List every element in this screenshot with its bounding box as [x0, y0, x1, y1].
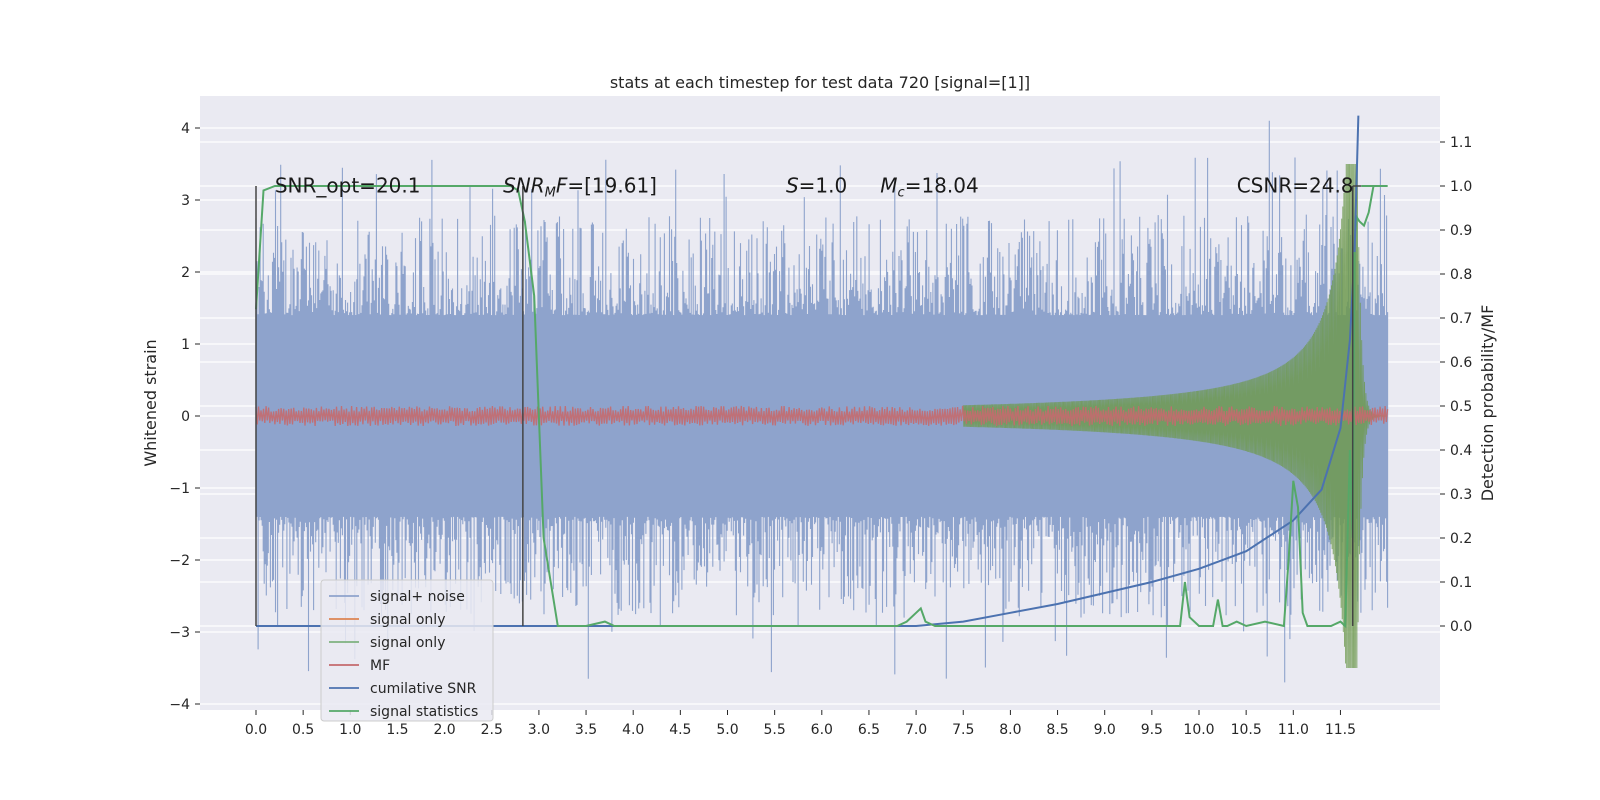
x-tick-label: 1.5: [386, 722, 408, 738]
legend-label: cumilative SNR: [370, 681, 477, 697]
y-tick-label-right: 0.7: [1450, 311, 1472, 327]
x-tick-label: 3.5: [575, 722, 597, 738]
x-tick-label: 11.0: [1278, 722, 1309, 738]
x-tick-label: 2.0: [433, 722, 455, 738]
y-tick-label-right: 0.1: [1450, 575, 1472, 591]
legend-label: signal only: [370, 635, 445, 651]
vertical-markers: [255, 185, 1388, 626]
annotations: SNR_opt=20.1 SNRMF=[19.61] S=1.0 Mc=18.04 CS…: [275, 174, 1354, 201]
mf-series: [255, 405, 1389, 427]
x-tick-label: 1.0: [339, 722, 361, 738]
y-tick-label-right: 1.1: [1450, 135, 1472, 151]
x-tick-label: 2.5: [481, 722, 503, 738]
y-tick-label-right: 0.8: [1450, 267, 1472, 283]
y-tick-label-left: 4: [181, 121, 190, 137]
y-tick-label-right: 0.6: [1450, 355, 1472, 371]
axis-ticks: 0.0 0.5 1.0 1.5 2.0 2.5 3.0 3.5 4.0 4.5 5.0 5.5 6.0 6…: [169, 121, 1472, 738]
x-tick-label: 0.5: [292, 722, 314, 738]
y-tick-label-left: 0: [181, 409, 190, 425]
legend-box: [320, 579, 494, 722]
y-axis-label-left: Whitened strain: [141, 339, 160, 466]
x-tick-label: 6.5: [858, 722, 880, 738]
x-tick-label: 7.5: [952, 722, 974, 738]
cumulative-snr-rise: [1353, 115, 1360, 253]
x-tick-label: 10.0: [1183, 722, 1214, 738]
x-tick-label: 10.5: [1231, 722, 1262, 738]
chart-title: stats at each timestep for test data 720…: [610, 73, 1030, 92]
legend: signal+ noise signal only signal only MF cum…: [320, 579, 494, 722]
x-tick-label: 11.5: [1325, 722, 1356, 738]
annotation: Mc=18.04: [880, 174, 978, 201]
annotation: CSNR=24.8: [1237, 174, 1354, 198]
x-tick-label: 0.0: [245, 722, 267, 738]
x-tick-label: 9.5: [1141, 722, 1163, 738]
y-tick-label-left: −2: [169, 553, 190, 569]
x-tick-label: 5.5: [764, 722, 786, 738]
mf-trace: [255, 405, 1389, 427]
x-tick-label: 6.0: [811, 722, 833, 738]
y-tick-label-right: 0.0: [1450, 619, 1472, 635]
y-tick-label-left: −3: [169, 625, 190, 641]
legend-label: signal only: [370, 612, 445, 628]
x-tick-label: 9.0: [1094, 722, 1116, 738]
x-tick-label: 3.0: [528, 722, 550, 738]
x-tick-label: 4.5: [669, 722, 691, 738]
x-tick-label: 8.5: [1046, 722, 1068, 738]
y-axis-label-right: Detection probability/MF: [1478, 305, 1497, 502]
y-tick-label-right: 0.3: [1450, 487, 1472, 503]
annotation: S=1.0: [786, 174, 847, 198]
legend-label: signal+ noise: [370, 589, 465, 605]
legend-label: signal statistics: [370, 704, 478, 720]
legend-items: signal+ noise signal only signal only MF cum…: [329, 589, 478, 720]
y-tick-label-left: −4: [169, 697, 190, 713]
y-tick-label-left: 2: [181, 265, 190, 281]
y-tick-label-left: −1: [169, 481, 190, 497]
y-tick-label-right: 0.9: [1450, 223, 1472, 239]
legend-label: MF: [370, 658, 390, 674]
y-tick-label-right: 0.4: [1450, 443, 1472, 459]
x-tick-label: 7.0: [905, 722, 927, 738]
y-tick-label-right: 0.2: [1450, 531, 1472, 547]
y-tick-label-left: 3: [181, 193, 190, 209]
annotation: SNRMF=[19.61]: [503, 174, 657, 201]
x-tick-label: 4.0: [622, 722, 644, 738]
y-tick-label-left: 1: [181, 337, 190, 353]
x-tick-label: 5.0: [716, 722, 738, 738]
y-tick-label-right: 1.0: [1450, 179, 1472, 195]
x-tick-label: 8.0: [999, 722, 1021, 738]
y-tick-label-right: 0.5: [1450, 399, 1472, 415]
annotation: SNR_opt=20.1: [275, 174, 421, 198]
